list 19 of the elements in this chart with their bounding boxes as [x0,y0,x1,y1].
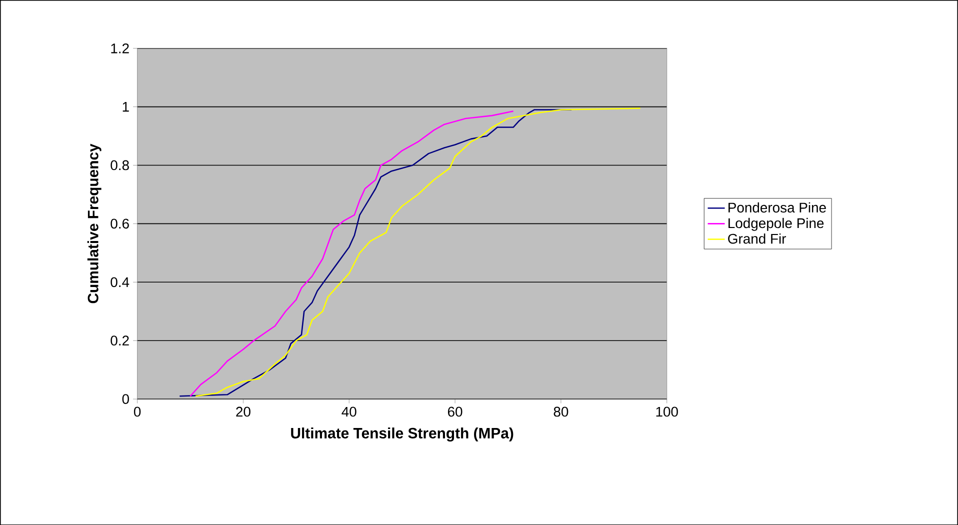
legend-label: Ponderosa Pine [728,202,826,212]
y-tick-label: 0.2 [110,335,129,346]
x-tick-label: 20 [236,406,250,417]
legend-label: Grand Fir [728,233,786,244]
y-tick-label: 0.6 [110,218,129,228]
y-axis-title: Cumulative Frequency [87,144,102,303]
y-tick-label: 1.2 [111,43,129,54]
y-tick-label: 0 [122,394,129,404]
line-series [194,107,642,397]
y-tick-label: 0.8 [110,160,129,170]
x-tick-label: 80 [554,406,568,417]
x-tick-label: 40 [342,406,356,417]
x-tick-label: 100 [656,406,678,417]
x-tick-label: 0 [134,406,141,417]
x-tick-label: 60 [448,406,462,417]
legend-label: Lodgepole Pine [728,218,824,231]
y-tick-label: 1 [122,102,129,112]
x-axis-title: Ultimate Tensile Strength (MPa) [291,427,514,442]
y-tick-label: 0.4 [110,277,130,287]
